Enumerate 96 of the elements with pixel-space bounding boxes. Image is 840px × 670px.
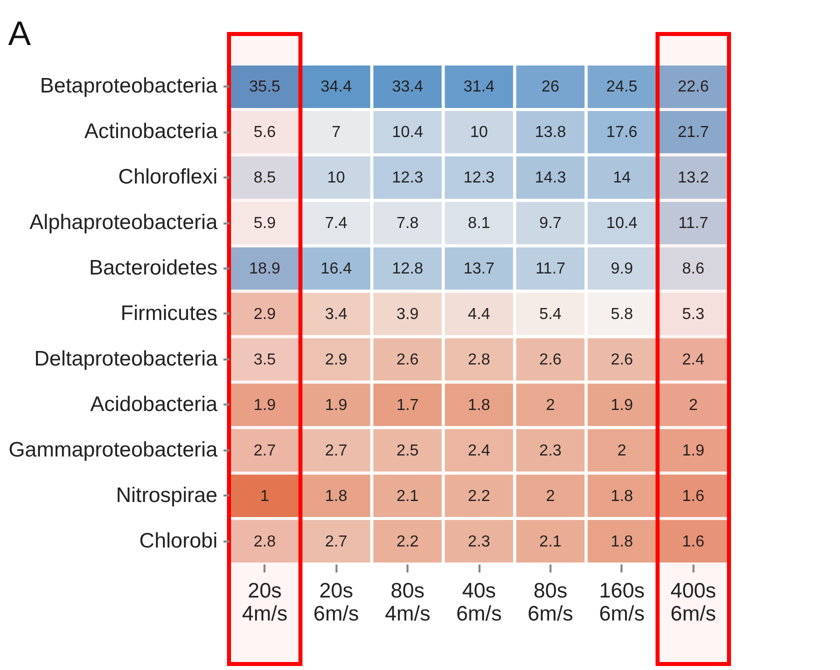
data-label: 2.6 [539, 351, 562, 368]
data-label: 2.3 [539, 442, 562, 460]
data-label: 1.8 [610, 488, 634, 505]
data-label: 2.8 [254, 533, 276, 550]
data-label: 2.7 [254, 442, 276, 460]
data-label: 1.8 [325, 488, 348, 505]
data-label: 2.3 [468, 533, 490, 550]
x-tick-label: 80s 6m/s [528, 580, 574, 626]
data-label: 8.1 [468, 215, 490, 232]
y-tick-label: Betaproteobacteria [40, 74, 218, 98]
data-label: 9.9 [610, 260, 634, 278]
data-label: 5.3 [682, 306, 705, 323]
data-label: 1.8 [468, 396, 490, 414]
y-tick-label: Deltaproteobacteria [34, 347, 218, 370]
data-label: 2 [688, 396, 698, 414]
data-label: 12.3 [392, 170, 424, 187]
data-label: 13.7 [463, 260, 495, 278]
data-label: 12.3 [463, 170, 495, 187]
data-label: 13.2 [678, 170, 709, 187]
data-label: 3.4 [325, 306, 348, 323]
data-label: 2 [546, 488, 555, 505]
data-label: 7.4 [325, 215, 348, 232]
data-label: 8.5 [254, 170, 276, 187]
data-label: 13.8 [534, 124, 566, 142]
data-label: 9.7 [539, 215, 562, 232]
data-label: 21.7 [678, 124, 709, 142]
y-tick-label: Bacteroidetes [89, 256, 218, 280]
y-tick-label: Chloroflexi [118, 166, 218, 189]
data-label: 2.6 [610, 351, 634, 368]
data-label: 10 [327, 170, 346, 187]
data-label: 2.9 [254, 306, 276, 323]
data-label: 12.8 [392, 260, 424, 278]
data-label: 2.9 [325, 351, 348, 368]
data-label: 2.6 [396, 351, 419, 368]
data-label: 2.1 [396, 488, 419, 505]
y-tick-label: Nitrospirae [116, 484, 218, 507]
y-tick-label: Alphaproteobacteria [30, 211, 218, 234]
data-label: 18.9 [249, 260, 280, 278]
y-tick-label: Firmicutes [120, 302, 218, 325]
data-label: 1.6 [682, 488, 705, 505]
data-label: 1.6 [682, 533, 705, 550]
data-label: 1.7 [396, 396, 419, 414]
x-tick-label: 20s 4m/s [242, 580, 288, 626]
data-label: 35.5 [249, 78, 280, 96]
data-label: 2.4 [682, 351, 705, 368]
data-label: 26 [542, 78, 560, 96]
x-tick-label: 20s 6m/s [313, 580, 359, 626]
data-label: 10.4 [606, 215, 638, 232]
data-label: 1.9 [610, 396, 634, 414]
data-label: 2.8 [468, 351, 490, 368]
data-label: 2.7 [325, 533, 348, 550]
y-tick-label: Acidobacteria [90, 392, 218, 416]
data-label: 2.4 [468, 442, 490, 460]
data-label: 2.2 [396, 533, 419, 550]
x-tick-label: 80s 4m/s [384, 580, 430, 626]
x-tick-label: 400s 6m/s [670, 580, 716, 626]
data-label: 34.4 [320, 78, 352, 96]
data-label: 14 [612, 170, 631, 187]
data-label: 1.9 [254, 396, 276, 414]
data-label: 31.4 [463, 78, 495, 96]
chart-title: A [8, 15, 32, 53]
data-label: 11.7 [535, 260, 566, 278]
data-label: 5.9 [254, 215, 276, 232]
data-label: 2.5 [396, 442, 419, 460]
data-label: 1.9 [325, 396, 348, 414]
data-label: 11.7 [678, 215, 708, 232]
data-label: 5.8 [610, 306, 634, 323]
data-label: 16.4 [320, 260, 352, 278]
data-label: 2 [617, 442, 626, 460]
data-label: 3.9 [396, 306, 419, 323]
data-label: 7.8 [396, 215, 419, 232]
data-label: 2.7 [325, 442, 348, 460]
data-label: 24.5 [606, 78, 638, 96]
data-label: 3.5 [254, 351, 276, 368]
data-label: 2.2 [468, 488, 490, 505]
x-tick-label: 160s 6m/s [599, 580, 645, 626]
y-tick-label: Actinobacteria [84, 120, 218, 144]
data-label: 22.6 [678, 78, 709, 96]
data-label: 8.6 [682, 260, 705, 278]
data-label: 1.9 [682, 442, 705, 460]
data-label: 1.8 [610, 533, 634, 550]
data-label: 1 [260, 488, 270, 505]
x-tick-label: 40s 6m/s [456, 580, 502, 626]
data-label: 33.4 [392, 78, 424, 96]
y-tick-label: Gammaproteobacteria [8, 438, 218, 462]
data-label: 5.4 [539, 306, 562, 323]
data-label: 5.6 [254, 124, 276, 142]
data-label: 7 [332, 124, 341, 142]
data-label: 17.6 [606, 124, 638, 142]
data-label: 2 [546, 396, 555, 414]
data-label: 10.4 [392, 124, 424, 142]
y-tick-label: Chlorobi [139, 529, 218, 552]
data-label: 2.1 [539, 533, 562, 550]
data-label: 14.3 [534, 170, 566, 187]
data-label: 10 [470, 124, 488, 142]
data-label: 4.4 [468, 306, 490, 323]
